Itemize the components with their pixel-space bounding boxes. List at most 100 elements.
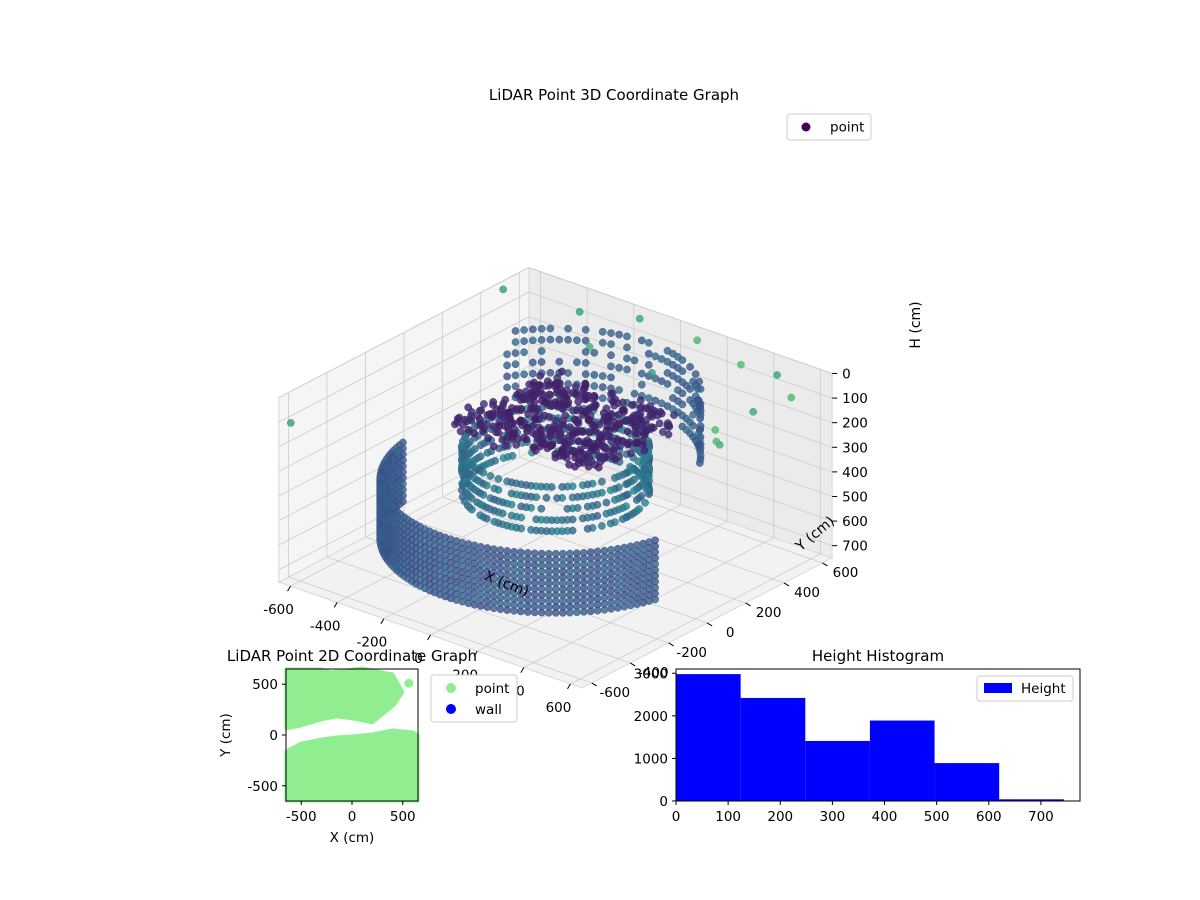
- data-point: [528, 325, 537, 334]
- x-tick-label: 200: [767, 809, 793, 825]
- data-point: [559, 420, 568, 429]
- data-point: [522, 435, 531, 444]
- data-point: [694, 440, 703, 449]
- y-tick-mark: [822, 562, 828, 567]
- data-point: [607, 329, 615, 337]
- data-point: [565, 460, 574, 469]
- data-point: [598, 338, 607, 347]
- y-tick-mark: [668, 642, 674, 647]
- data-point: [615, 330, 623, 339]
- x-tick-label: -500: [286, 809, 317, 825]
- data-point: [479, 491, 488, 499]
- data-point: [453, 418, 462, 427]
- z-tick-label: 400: [842, 465, 868, 481]
- data-point: [618, 515, 627, 523]
- data-point: [476, 602, 485, 610]
- data-point: [527, 526, 535, 534]
- x-tick-label: -600: [263, 602, 294, 618]
- data-point: [693, 336, 702, 345]
- grid-line: [442, 496, 746, 604]
- data-point: [639, 456, 648, 465]
- histogram-bar: [676, 674, 741, 801]
- data-point: [607, 340, 615, 348]
- data-point: [511, 382, 520, 391]
- data-point: [441, 592, 450, 601]
- data-point: [590, 348, 599, 357]
- grid-line: [278, 365, 530, 497]
- data-point: [573, 418, 581, 426]
- data-point: [486, 410, 494, 418]
- data-point: [482, 514, 491, 523]
- chart-2d-ylabel: Y (cm): [218, 713, 234, 758]
- data-point: [644, 394, 653, 402]
- z-tick-label: 200: [842, 416, 868, 432]
- data-point: [678, 389, 687, 398]
- data-point: [637, 369, 646, 378]
- data-point: [568, 446, 577, 455]
- grid-line: [278, 340, 530, 472]
- data-point: [547, 402, 556, 411]
- x-tick-mark: [520, 667, 525, 673]
- data-point: [490, 506, 499, 515]
- y-tick-label: -600: [599, 685, 630, 701]
- data-point: [607, 604, 615, 613]
- y-tick-label: 2000: [634, 709, 668, 725]
- data-point: [694, 396, 703, 405]
- z-tick-label: 100: [842, 391, 868, 407]
- y-tick-label: -200: [676, 645, 707, 661]
- data-point: [574, 437, 583, 446]
- data-point: [496, 605, 505, 614]
- chart-3d-points: [286, 285, 796, 617]
- data-point: [623, 343, 631, 352]
- data-point: [511, 349, 520, 357]
- data-point: [556, 452, 564, 460]
- chart-3d-title: LiDAR Point 3D Coordinate Graph: [489, 86, 739, 104]
- data-point: [555, 379, 564, 387]
- data-point: [553, 494, 561, 502]
- data-point: [470, 463, 479, 472]
- data-point: [628, 418, 637, 427]
- data-point: [495, 421, 504, 430]
- data-point: [583, 502, 592, 511]
- data-point: [635, 314, 644, 323]
- histogram-bar: [805, 740, 870, 801]
- data-point: [579, 607, 588, 616]
- data-point: [598, 383, 607, 391]
- data-point: [468, 494, 476, 503]
- data-point: [489, 442, 498, 451]
- data-point: [607, 351, 615, 360]
- data-point: [528, 358, 537, 367]
- data-point: [566, 423, 574, 431]
- data-point: [521, 395, 530, 404]
- data-point: [522, 387, 530, 396]
- data-point: [655, 419, 664, 428]
- data-point: [537, 347, 546, 355]
- histogram-bar: [740, 697, 806, 801]
- data-point: [663, 422, 672, 430]
- data-point: [564, 324, 572, 333]
- y-tick-label: 1000: [634, 751, 668, 767]
- data-point: [515, 417, 524, 426]
- data-point: [503, 372, 511, 381]
- data-point: [517, 502, 526, 511]
- data-point: [607, 362, 615, 371]
- data-point: [581, 370, 590, 378]
- point-marker: [404, 678, 414, 688]
- data-point: [559, 400, 568, 409]
- data-point: [623, 354, 631, 363]
- data-point: [749, 407, 758, 416]
- data-point: [628, 401, 636, 409]
- data-point: [622, 480, 630, 489]
- data-point: [574, 397, 583, 406]
- data-point: [659, 428, 667, 436]
- data-point: [686, 363, 694, 371]
- x-tick-label: 700: [1028, 809, 1054, 825]
- data-point: [536, 371, 545, 380]
- data-point: [670, 411, 678, 419]
- data-point: [541, 398, 550, 407]
- data-point: [510, 606, 518, 615]
- data-point: [483, 448, 492, 457]
- z-tick-label: 600: [842, 514, 868, 530]
- data-point: [546, 324, 555, 333]
- data-point: [490, 517, 499, 526]
